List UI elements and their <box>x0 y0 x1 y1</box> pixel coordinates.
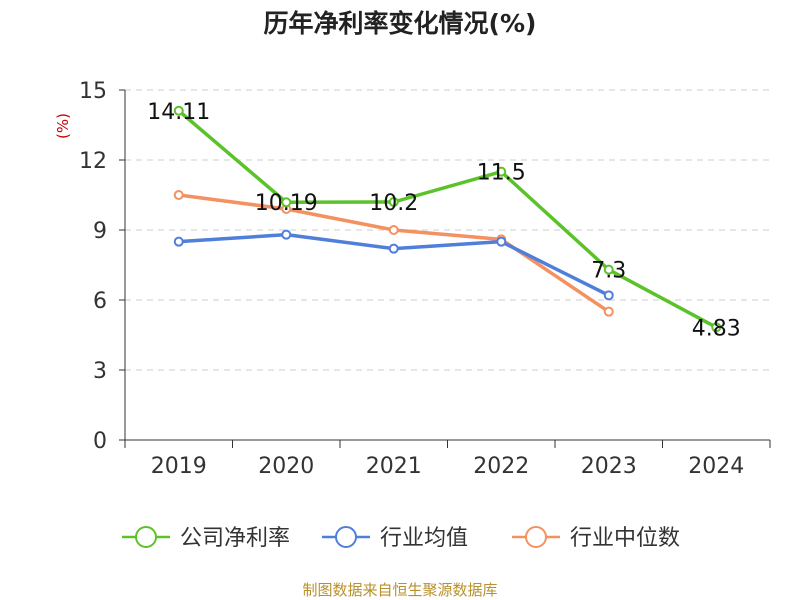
legend-item-1[interactable]: 行业均值 <box>322 526 468 551</box>
x-tick-label: 2024 <box>688 454 744 479</box>
data-point[interactable] <box>603 264 614 275</box>
axes <box>119 89 771 448</box>
data-label: 11.5 <box>477 161 526 186</box>
x-tick-label: 2020 <box>258 454 314 479</box>
series-line-0 <box>177 109 718 329</box>
x-tick-label: 2019 <box>151 454 207 479</box>
y-tick-label: 15 <box>79 79 107 104</box>
data-labels: 14.11 10.19 10.2 11.5 7.3 4.83 <box>147 100 740 342</box>
y-tick-labels: 0 3 6 9 12 15 <box>79 79 107 454</box>
data-point[interactable] <box>388 225 399 235</box>
data-point[interactable] <box>281 197 292 208</box>
data-point[interactable] <box>603 306 614 317</box>
data-label: 10.2 <box>369 191 418 216</box>
grid-lines <box>125 89 770 371</box>
data-point[interactable] <box>173 236 184 247</box>
data-point[interactable] <box>281 229 292 240</box>
legend-label: 公司净利率 <box>180 526 290 551</box>
data-point[interactable] <box>388 197 399 207</box>
data-label: 7.3 <box>591 259 626 284</box>
y-tick-label: 12 <box>79 149 107 174</box>
data-label: 10.19 <box>255 191 318 216</box>
legend-marker-icon <box>135 526 157 548</box>
x-tick-label: 2022 <box>473 454 529 479</box>
y-tick-label: 6 <box>93 289 107 314</box>
legend-label: 行业均值 <box>380 526 468 551</box>
legend[interactable]: 公司净利率 行业均值 行业中位数 <box>122 526 680 551</box>
data-label: 14.11 <box>147 100 210 125</box>
y-tick-label: 3 <box>93 359 107 384</box>
data-point[interactable] <box>496 166 507 177</box>
data-point[interactable] <box>173 105 184 116</box>
source-note: 制图数据来自恒生聚源数据库 <box>302 581 497 599</box>
series-layer <box>173 105 722 333</box>
data-point[interactable] <box>496 236 507 247</box>
x-tick-labels: 2019 2020 2021 2022 2023 2024 <box>151 454 745 479</box>
x-tick-label: 2023 <box>581 454 637 479</box>
data-point[interactable] <box>388 243 399 254</box>
legend-marker-icon <box>335 526 357 548</box>
y-tick-label: 9 <box>93 219 107 244</box>
legend-label: 行业中位数 <box>570 526 680 551</box>
data-label: 4.83 <box>692 316 741 341</box>
legend-marker-icon <box>525 526 547 548</box>
y-axis-label: (%) <box>54 113 72 139</box>
data-point[interactable] <box>173 190 184 200</box>
data-point[interactable] <box>711 322 722 333</box>
x-tick-label: 2021 <box>366 454 422 479</box>
legend-item-0[interactable]: 公司净利率 <box>122 526 290 551</box>
data-point[interactable] <box>603 290 614 301</box>
legend-item-2[interactable]: 行业中位数 <box>512 526 680 551</box>
chart-title: 历年净利率变化情况(%) <box>264 9 537 38</box>
y-tick-label: 0 <box>93 429 107 454</box>
